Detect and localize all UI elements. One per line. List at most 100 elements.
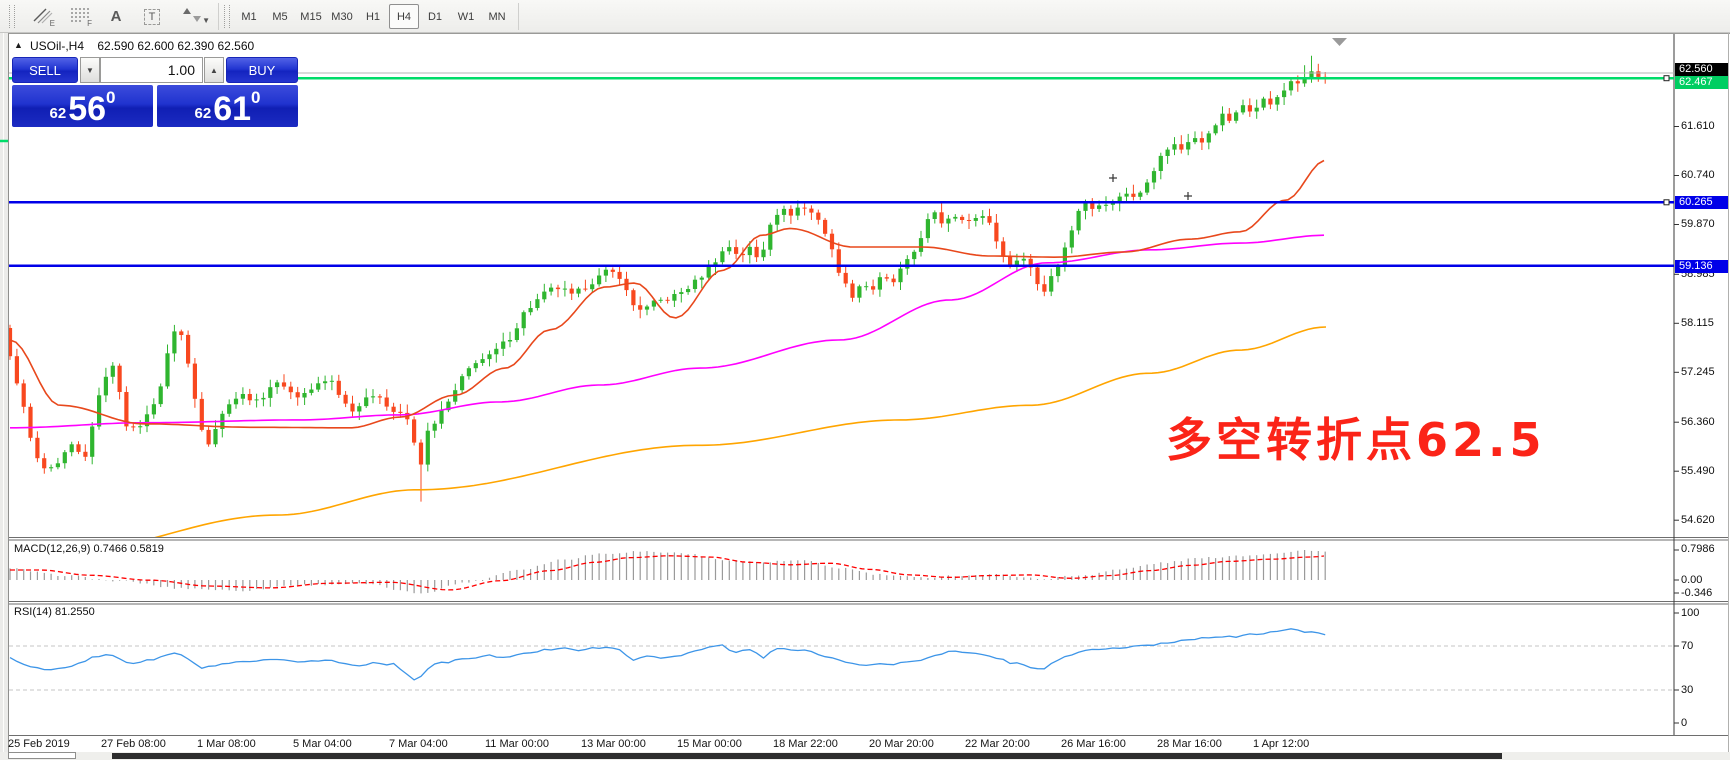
sell-price-main: 56 [68, 90, 107, 128]
left-dock-strip [0, 33, 9, 760]
scrollbar-thumb[interactable] [112, 753, 1502, 759]
price-tick-label: 60.740 [1681, 169, 1715, 181]
macd-tick-label: -0.346 [1681, 586, 1713, 599]
time-axis-label: 28 Mar 16:00 [1157, 738, 1222, 750]
moving-averages [9, 159, 1327, 537]
chart-title: USOil-,H4 62.590 62.600 62.390 62.560 [30, 39, 254, 53]
hline-handle [1663, 75, 1670, 82]
rsi-line [9, 628, 1326, 681]
one-click-panel-toggle[interactable]: ▲ [14, 40, 23, 50]
price-tick-label: 55.490 [1681, 464, 1715, 477]
buy-price-main: 61 [213, 90, 252, 128]
time-axis-label: 26 Mar 16:00 [1061, 738, 1126, 750]
ma-mid-line [10, 234, 1325, 429]
ma-fast-line [9, 159, 1325, 429]
tf-button-m30[interactable]: M30 [327, 4, 357, 29]
tf-button-m5[interactable]: M5 [265, 4, 295, 29]
time-axis-label: 20 Mar 20:00 [869, 738, 934, 750]
buy-price-panel[interactable]: 62 61 0 [157, 85, 298, 127]
sell-price-sup: 0 [106, 88, 116, 107]
price-tick-label: 57.245 [1681, 365, 1715, 378]
macd-label: MACD(12,26,9) 0.7466 0.5819 [14, 543, 164, 555]
rsi-tick-label: 70 [1681, 639, 1694, 652]
time-axis-label: 22 Mar 20:00 [965, 738, 1030, 750]
time-axis-label: 1 Apr 12:00 [1253, 738, 1310, 750]
price-level-badge: 62.560 [1675, 63, 1728, 76]
axis-tick-marks [1674, 126, 1679, 724]
tool-sub-label: E [49, 19, 55, 28]
time-axis-label: 27 Feb 08:00 [101, 738, 166, 750]
rsi-pane [9, 628, 1674, 691]
tf-button-h1[interactable]: H1 [358, 4, 388, 29]
buy-price-sup: 0 [251, 88, 261, 107]
toolbar-separator [518, 3, 519, 30]
sell-price-panel[interactable]: 62 56 0 [12, 85, 153, 127]
time-axis-label: 18 Mar 22:00 [773, 738, 838, 750]
rsi-tick-label: 30 [1681, 683, 1694, 696]
tf-button-mn[interactable]: MN [482, 4, 512, 29]
volume-decrease-button[interactable]: ▼ [80, 57, 100, 83]
price-tick-label: 56.360 [1681, 415, 1715, 428]
volume-input[interactable] [100, 57, 203, 83]
tf-button-m1[interactable]: M1 [234, 4, 264, 29]
tf-button-h4[interactable]: H4 [389, 4, 419, 29]
time-axis-label: 25 Feb 2019 [8, 738, 70, 750]
tf-button-d1[interactable]: D1 [420, 4, 450, 29]
arrows-tool-button[interactable]: ▼ [172, 3, 212, 30]
chart-object-markers [1109, 38, 1347, 200]
arrows-icon [183, 8, 201, 22]
buy-button[interactable]: BUY [226, 57, 298, 83]
sell-price-prefix: 62 [49, 105, 67, 122]
price-tick-label: 59.870 [1681, 218, 1715, 230]
price-tick-label: 54.620 [1681, 513, 1715, 526]
symbol-timeframe-label: USOil-,H4 [30, 39, 85, 53]
time-axis-label: 13 Mar 00:00 [581, 738, 646, 750]
time-axis-label: 5 Mar 04:00 [293, 738, 352, 750]
text-label-tool-button[interactable]: A [100, 3, 132, 30]
rsi-tick-label: 0 [1681, 716, 1688, 729]
tf-button-w1[interactable]: W1 [451, 4, 481, 29]
chart-shift-marker [1332, 38, 1347, 46]
chevron-down-icon: ▼ [202, 16, 210, 25]
time-axis-label: 7 Mar 04:00 [389, 738, 448, 750]
fibonacci-tool-button[interactable]: F [64, 3, 96, 30]
price-tick-label: 58.115 [1681, 316, 1714, 329]
price-row: 62 56 0 62 61 0 [12, 85, 298, 127]
ohlc-values: 62.590 62.600 62.390 62.560 [97, 39, 255, 53]
toolbar-drag-grip[interactable] [9, 5, 15, 28]
sell-button[interactable]: SELL [12, 57, 78, 83]
price-tick-label: 61.610 [1681, 120, 1715, 132]
time-axis-label: 11 Mar 00:00 [485, 738, 550, 750]
timeframe-group-grip[interactable] [224, 5, 230, 28]
macd-tick-label: 0.00 [1681, 573, 1703, 586]
horizontal-scrollbar[interactable] [0, 752, 1730, 760]
price-level-badge: 62.467 [1675, 76, 1728, 89]
price-level-badge: 60.265 [1675, 195, 1728, 209]
text-tool-button[interactable]: T [136, 3, 168, 30]
time-axis-label: 15 Mar 00:00 [677, 738, 742, 750]
channel-tool-icon [33, 8, 53, 24]
rsi-tick-label: 100 [1681, 606, 1700, 619]
price-level-badge: 59.136 [1675, 259, 1728, 273]
macd-signal-line [10, 555, 1325, 591]
chart-text-annotation: 多空转折点62.5 [1166, 413, 1546, 467]
top-toolbar: E F A T ▼ M1 M5 M15 [0, 0, 1730, 33]
buy-price-prefix: 62 [194, 105, 212, 122]
equidistant-channel-tool-button[interactable]: E [27, 3, 59, 30]
macd-pane [9, 550, 1326, 594]
toolbar-separator [218, 3, 219, 30]
text-tool-icon: T [143, 9, 161, 25]
hline-handle [1663, 199, 1670, 206]
text-label-icon: A [110, 8, 122, 25]
tool-sub-label: F [87, 19, 92, 28]
scrollbar-home-box[interactable] [8, 752, 76, 759]
fibonacci-icon [71, 8, 89, 22]
ma-slow-line [154, 326, 1327, 537]
volume-increase-button[interactable]: ▲ [204, 57, 224, 83]
one-click-trading-panel: SELL ▼ ▲ BUY 62 56 0 62 61 0 [12, 57, 298, 127]
tf-button-m15[interactable]: M15 [296, 4, 326, 29]
rsi-label: RSI(14) 81.2550 [14, 606, 95, 618]
macd-tick-label: 0.7986 [1681, 543, 1715, 556]
